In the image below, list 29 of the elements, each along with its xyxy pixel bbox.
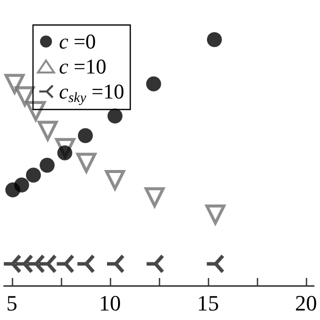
- point: [14, 254, 34, 274]
- point: [205, 254, 225, 274]
- point: [144, 187, 165, 208]
- x-tick-label: 20: [295, 290, 317, 316]
- point: [205, 204, 226, 225]
- point: [76, 152, 96, 173]
- point: [37, 254, 57, 274]
- point: [2, 254, 22, 274]
- point: [26, 168, 41, 183]
- point: [105, 254, 125, 274]
- point: [108, 108, 122, 124]
- x-tick-label: 5: [6, 290, 18, 316]
- x-tick-label: 10: [98, 290, 121, 316]
- point: [40, 158, 55, 173]
- point: [76, 254, 96, 274]
- point: [38, 120, 58, 141]
- point: [4, 74, 25, 94]
- point: [104, 170, 125, 190]
- point: [144, 254, 164, 274]
- x-tick-label: 15: [196, 290, 219, 316]
- point: [146, 76, 162, 92]
- point: [14, 86, 35, 106]
- legend-label: c =0: [59, 30, 96, 54]
- point: [26, 254, 46, 274]
- point: [14, 177, 30, 192]
- point: [206, 32, 222, 48]
- point: [55, 254, 75, 274]
- point: [78, 128, 93, 144]
- legend-label: c =10: [59, 54, 106, 78]
